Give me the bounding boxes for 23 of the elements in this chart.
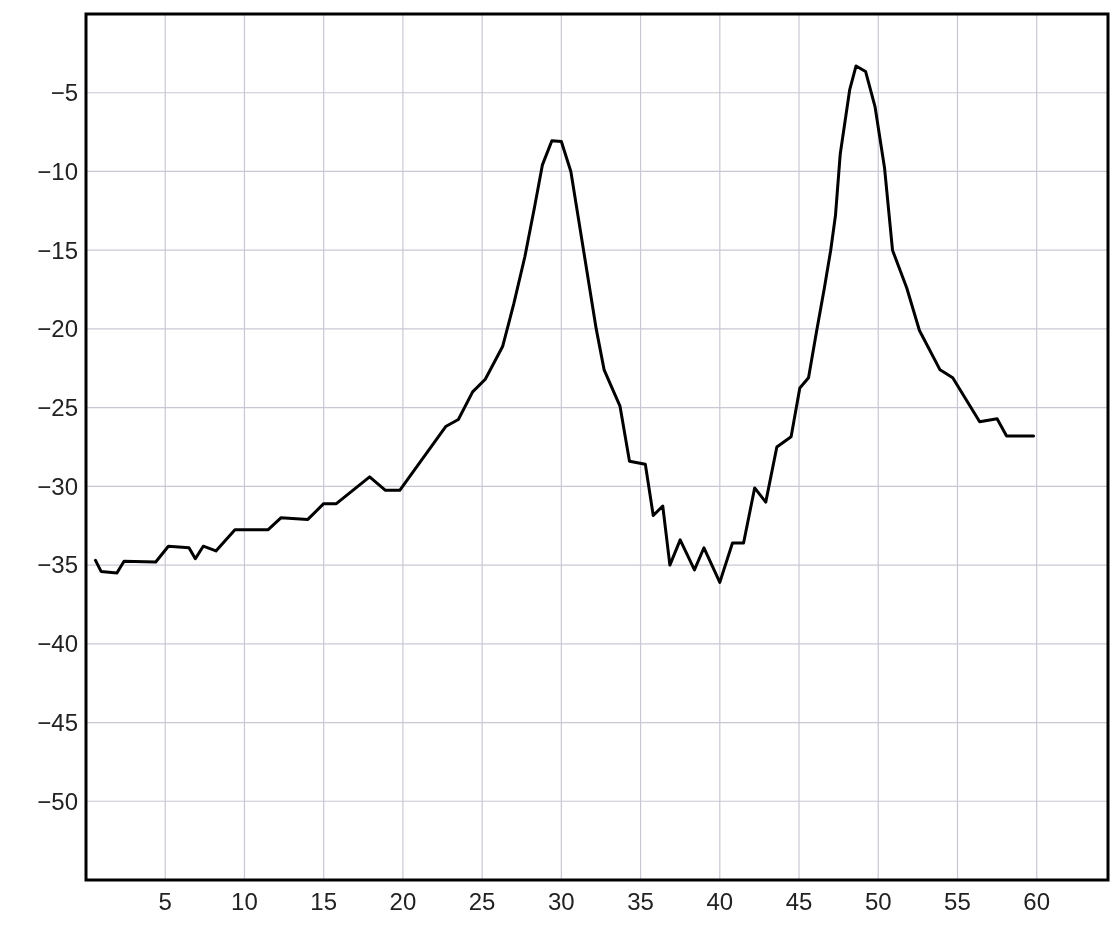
x-tick-label: 45 — [785, 888, 813, 915]
y-tick-label: −35 — [37, 551, 78, 579]
y-tick-label: −50 — [37, 787, 78, 815]
x-tick-label: 25 — [468, 888, 496, 915]
x-tick-label: 10 — [231, 888, 258, 915]
y-tick-label: −15 — [37, 236, 78, 264]
x-tick-label: 30 — [548, 888, 575, 915]
x-tick-label: 40 — [706, 888, 734, 915]
y-tick-label: −25 — [37, 394, 78, 422]
x-tick-label: 35 — [627, 888, 654, 915]
y-tick-label: −5 — [50, 79, 78, 107]
x-tick-label: 60 — [1023, 888, 1051, 915]
y-tick-label: −45 — [37, 708, 78, 736]
x-tick-label: 20 — [389, 888, 417, 915]
x-tick-label: 5 — [158, 888, 172, 915]
x-tick-label: 55 — [944, 888, 971, 915]
y-tick-label: −20 — [37, 315, 78, 343]
y-tick-label: −30 — [37, 472, 78, 500]
line-series — [94, 64, 1036, 584]
y-tick-label: −10 — [37, 157, 78, 185]
x-tick-label: 50 — [864, 888, 892, 915]
y-tick-label: −40 — [37, 630, 78, 658]
x-tick-label: 15 — [310, 888, 338, 915]
